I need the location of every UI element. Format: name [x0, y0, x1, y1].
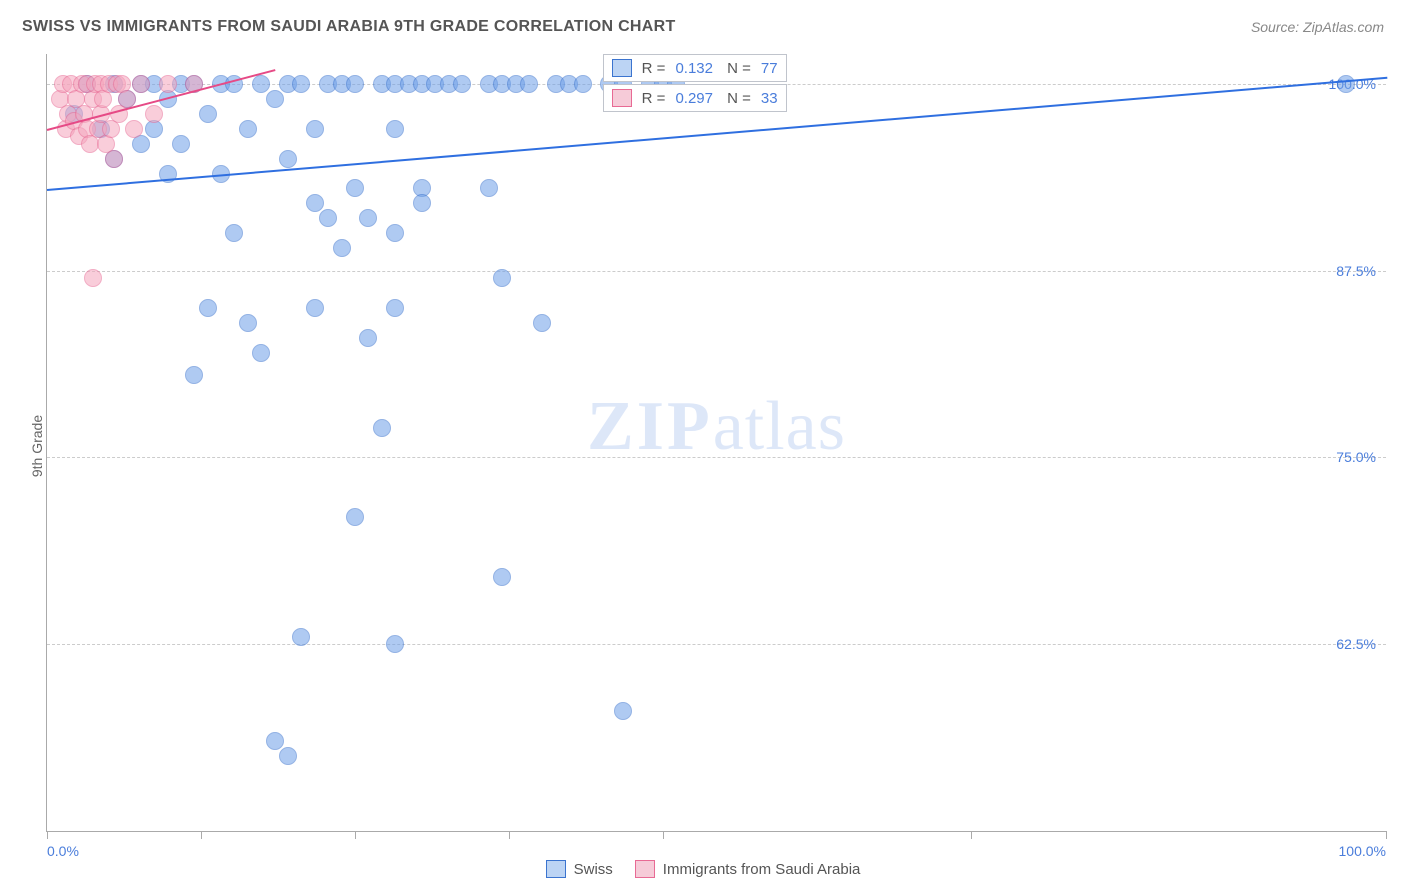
legend-swatch — [612, 59, 632, 77]
scatter-point — [199, 105, 217, 123]
scatter-point — [520, 75, 538, 93]
scatter-point — [185, 366, 203, 384]
x-tick — [355, 831, 356, 839]
scatter-point — [493, 568, 511, 586]
scatter-point — [306, 120, 324, 138]
scatter-point — [386, 635, 404, 653]
stat-n-value: 33 — [761, 90, 778, 107]
scatter-point — [386, 224, 404, 242]
gridline — [47, 644, 1386, 645]
stat-n-value: 77 — [761, 60, 778, 77]
scatter-point — [319, 209, 337, 227]
scatter-point — [239, 314, 257, 332]
x-label-end: 100.0% — [1339, 843, 1386, 859]
scatter-point — [614, 702, 632, 720]
chart-header: SWISS VS IMMIGRANTS FROM SAUDI ARABIA 9T… — [22, 18, 1384, 36]
legend-swatch — [546, 860, 566, 878]
x-tick — [201, 831, 202, 839]
scatter-point — [279, 747, 297, 765]
gridline — [47, 271, 1386, 272]
x-tick — [663, 831, 664, 839]
chart-source: Source: ZipAtlas.com — [1251, 19, 1384, 35]
scatter-point — [359, 329, 377, 347]
scatter-point — [239, 120, 257, 138]
scatter-point — [132, 75, 150, 93]
scatter-point — [359, 209, 377, 227]
scatter-point — [225, 224, 243, 242]
scatter-point — [574, 75, 592, 93]
stats-box: R = 0.132 N = 77 — [603, 54, 787, 82]
plot-area: ZIPatlas 62.5%75.0%87.5%100.0%0.0%100.0%… — [46, 54, 1386, 832]
legend-item: Immigrants from Saudi Arabia — [635, 860, 861, 878]
scatter-point — [159, 75, 177, 93]
scatter-point — [105, 150, 123, 168]
scatter-point — [386, 299, 404, 317]
legend: Swiss Immigrants from Saudi Arabia — [0, 860, 1406, 878]
scatter-point — [252, 344, 270, 362]
legend-swatch — [612, 89, 632, 107]
x-tick — [971, 831, 972, 839]
scatter-point — [279, 150, 297, 168]
scatter-point — [386, 120, 404, 138]
scatter-point — [125, 120, 143, 138]
scatter-point — [346, 75, 364, 93]
stat-label: R = — [642, 60, 666, 77]
watermark: ZIPatlas — [587, 387, 846, 467]
stat-label: R = — [642, 90, 666, 107]
scatter-point — [292, 75, 310, 93]
legend-label: Immigrants from Saudi Arabia — [663, 861, 861, 878]
gridline — [47, 457, 1386, 458]
scatter-point — [172, 135, 190, 153]
scatter-point — [533, 314, 551, 332]
scatter-point — [333, 239, 351, 257]
y-tick-label: 75.0% — [1336, 449, 1376, 465]
scatter-point — [266, 90, 284, 108]
scatter-point — [346, 508, 364, 526]
y-axis-label: 9th Grade — [29, 415, 45, 477]
stats-box: R = 0.297 N = 33 — [603, 84, 787, 112]
scatter-point — [292, 628, 310, 646]
x-tick — [509, 831, 510, 839]
legend-swatch — [635, 860, 655, 878]
scatter-point — [145, 105, 163, 123]
scatter-point — [346, 179, 364, 197]
scatter-point — [413, 194, 431, 212]
scatter-point — [306, 194, 324, 212]
scatter-point — [252, 75, 270, 93]
x-tick — [47, 831, 48, 839]
stat-r-value: 0.297 — [675, 90, 713, 107]
scatter-point — [453, 75, 471, 93]
scatter-point — [199, 299, 217, 317]
scatter-point — [373, 419, 391, 437]
scatter-point — [306, 299, 324, 317]
plot-canvas: ZIPatlas 62.5%75.0%87.5%100.0%0.0%100.0%… — [46, 54, 1386, 832]
stat-r-value: 0.132 — [675, 60, 713, 77]
x-label-start: 0.0% — [47, 843, 79, 859]
scatter-point — [480, 179, 498, 197]
scatter-point — [84, 269, 102, 287]
chart-title: SWISS VS IMMIGRANTS FROM SAUDI ARABIA 9T… — [22, 18, 676, 36]
x-tick — [1386, 831, 1387, 839]
legend-label: Swiss — [574, 861, 613, 878]
stat-label: N = — [723, 60, 751, 77]
y-tick-label: 62.5% — [1336, 636, 1376, 652]
scatter-point — [266, 732, 284, 750]
y-tick-label: 87.5% — [1336, 263, 1376, 279]
legend-item: Swiss — [546, 860, 613, 878]
scatter-point — [1337, 75, 1355, 93]
scatter-point — [493, 269, 511, 287]
stat-label: N = — [723, 90, 751, 107]
